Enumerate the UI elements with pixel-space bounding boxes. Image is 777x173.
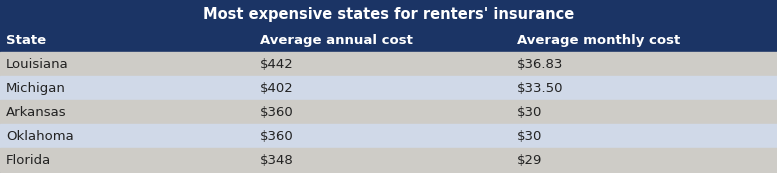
Bar (0, 100, 777, 124)
Text: $348: $348 (260, 153, 294, 166)
Text: $33.50: $33.50 (517, 81, 563, 94)
Bar (0, 76, 777, 100)
Text: Average monthly cost: Average monthly cost (517, 34, 680, 47)
Bar (0, 28, 777, 52)
Text: Michigan: Michigan (6, 81, 66, 94)
Text: Arkansas: Arkansas (6, 106, 67, 119)
Bar (0, 124, 777, 148)
Text: $36.83: $36.83 (517, 57, 563, 71)
Text: $30: $30 (517, 130, 542, 143)
Text: $30: $30 (517, 106, 542, 119)
Text: State: State (6, 34, 47, 47)
Text: Average annual cost: Average annual cost (260, 34, 413, 47)
Text: Most expensive states for renters' insurance: Most expensive states for renters' insur… (203, 7, 574, 21)
Text: $402: $402 (260, 81, 294, 94)
Text: Louisiana: Louisiana (6, 57, 69, 71)
Text: $442: $442 (260, 57, 294, 71)
Text: Oklahoma: Oklahoma (6, 130, 74, 143)
Text: Florida: Florida (6, 153, 51, 166)
Text: $29: $29 (517, 153, 542, 166)
Bar (0, 148, 777, 172)
Bar (0, 0, 777, 28)
Text: $360: $360 (260, 130, 294, 143)
Text: $360: $360 (260, 106, 294, 119)
Bar (0, 52, 777, 76)
